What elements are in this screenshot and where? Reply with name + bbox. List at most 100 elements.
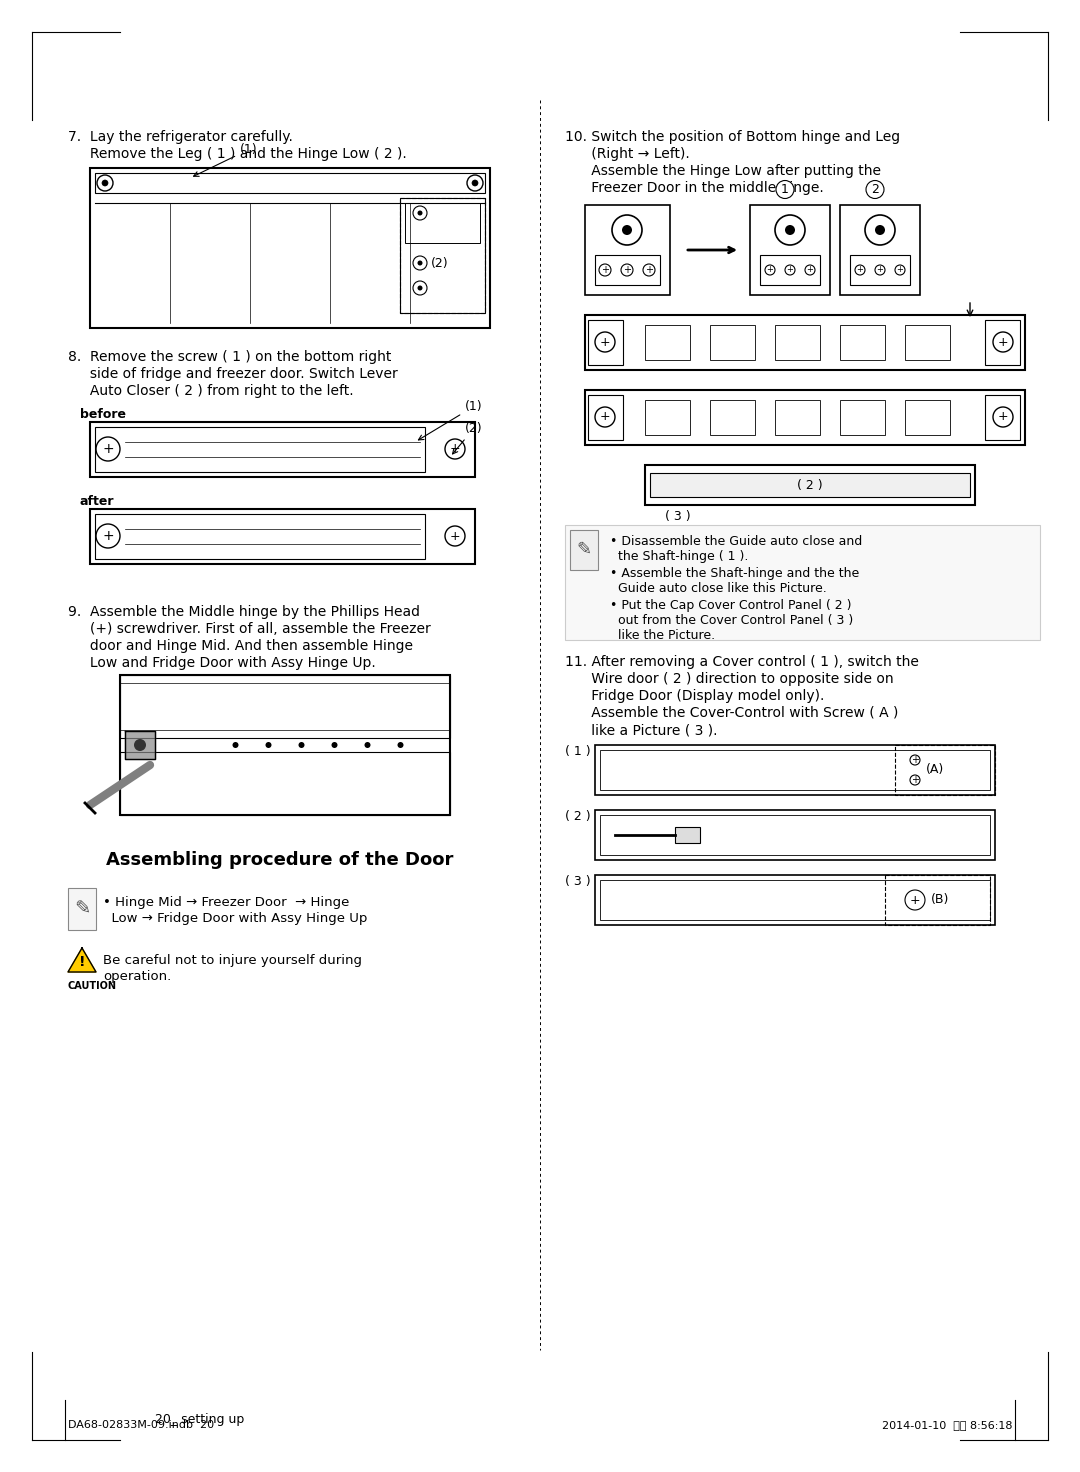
Bar	[120, 676, 450, 737]
Text: Be careful not to injure yourself during: Be careful not to injure yourself during	[103, 954, 362, 967]
Text: +: +	[998, 336, 1009, 349]
Circle shape	[418, 261, 422, 265]
Text: 2014-01-10  오전 8:56:18: 2014-01-10 오전 8:56:18	[881, 1420, 1012, 1429]
Bar	[905, 400, 950, 436]
Bar	[600, 880, 990, 920]
Circle shape	[622, 225, 632, 236]
Text: +: +	[877, 265, 883, 274]
Text: • Assemble the Shaft-hinge and the the: • Assemble the Shaft-hinge and the the	[610, 567, 860, 580]
Text: (A): (A)	[926, 764, 944, 777]
Text: +: +	[912, 774, 919, 785]
Text: ( 3 ): ( 3 )	[665, 509, 690, 523]
Circle shape	[232, 742, 239, 748]
Bar	[775, 400, 820, 436]
Polygon shape	[68, 948, 96, 972]
Text: (1): (1)	[418, 400, 483, 440]
Circle shape	[418, 286, 422, 290]
Bar	[645, 400, 690, 436]
Text: (2): (2)	[453, 422, 483, 453]
Text: 1: 1	[781, 183, 788, 196]
Bar	[600, 815, 990, 855]
Bar	[600, 751, 990, 790]
Text: • Put the Cap Cover Control Panel ( 2 ): • Put the Cap Cover Control Panel ( 2 )	[610, 599, 851, 612]
Text: 11. After removing a Cover control ( 1 ), switch the: 11. After removing a Cover control ( 1 )…	[565, 655, 919, 668]
Text: +: +	[645, 265, 653, 275]
Text: +: +	[623, 265, 631, 275]
Text: operation.: operation.	[103, 970, 172, 983]
Text: +: +	[599, 336, 610, 349]
Text: +: +	[599, 411, 610, 424]
Text: the Shaft-hinge ( 1 ).: the Shaft-hinge ( 1 ).	[618, 551, 748, 562]
Bar	[68, 888, 96, 930]
Bar	[400, 199, 485, 314]
Bar	[588, 319, 623, 365]
Bar	[840, 325, 885, 361]
Text: +: +	[767, 265, 773, 274]
Text: +: +	[807, 265, 813, 274]
Bar	[645, 465, 975, 505]
Text: Freezer Door in the middle hinge.: Freezer Door in the middle hinge.	[565, 181, 824, 194]
Text: +: +	[449, 443, 460, 455]
Bar	[985, 319, 1020, 365]
Text: 2: 2	[872, 183, 879, 196]
Bar	[595, 745, 995, 795]
Bar	[895, 745, 995, 795]
Text: Assembling procedure of the Door: Assembling procedure of the Door	[106, 851, 454, 868]
Text: ✎: ✎	[577, 542, 592, 559]
Bar	[90, 422, 475, 477]
Bar	[90, 168, 490, 328]
Text: DA68-02833M-09.indb  20: DA68-02833M-09.indb 20	[68, 1420, 214, 1429]
Bar	[565, 526, 1040, 640]
Text: Guide auto close like this Picture.: Guide auto close like this Picture.	[618, 581, 827, 595]
Text: 8.  Remove the screw ( 1 ) on the bottom right: 8. Remove the screw ( 1 ) on the bottom …	[68, 350, 391, 364]
Text: 20_ setting up: 20_ setting up	[156, 1413, 245, 1426]
Bar	[985, 394, 1020, 440]
Bar	[760, 255, 820, 286]
Text: ( 2 ): ( 2 )	[797, 478, 823, 492]
Text: +: +	[912, 755, 919, 765]
Text: after: after	[80, 495, 114, 508]
Circle shape	[102, 180, 108, 185]
Bar	[585, 390, 1025, 445]
Text: Assemble the Hinge Low after putting the: Assemble the Hinge Low after putting the	[565, 163, 881, 178]
Text: Fridge Door (Display model only).: Fridge Door (Display model only).	[565, 689, 824, 704]
Bar	[710, 400, 755, 436]
Circle shape	[875, 225, 885, 236]
Bar	[775, 325, 820, 361]
Text: before: before	[80, 408, 126, 421]
Bar	[710, 325, 755, 361]
Text: (1): (1)	[193, 143, 258, 177]
Bar	[850, 255, 910, 286]
Circle shape	[785, 225, 795, 236]
Circle shape	[134, 739, 146, 751]
Circle shape	[266, 742, 271, 748]
Bar	[645, 325, 690, 361]
Polygon shape	[125, 732, 156, 760]
Bar	[675, 827, 700, 843]
Text: • Hinge Mid → Freezer Door  → Hinge: • Hinge Mid → Freezer Door → Hinge	[103, 896, 349, 910]
Text: +: +	[909, 894, 920, 907]
Text: out from the Cover Control Panel ( 3 ): out from the Cover Control Panel ( 3 )	[618, 614, 853, 627]
Bar	[68, 845, 503, 874]
Text: +: +	[600, 265, 609, 275]
Text: ( 1 ): ( 1 )	[565, 745, 591, 758]
Text: CAUTION: CAUTION	[68, 980, 117, 991]
Text: (Right → Left).: (Right → Left).	[565, 147, 690, 160]
Bar	[840, 205, 920, 294]
Text: 7.  Lay the refrigerator carefully.: 7. Lay the refrigerator carefully.	[68, 130, 293, 144]
Text: +: +	[998, 411, 1009, 424]
Text: +: +	[786, 265, 794, 274]
Bar	[95, 427, 426, 473]
Text: • Disassemble the Guide auto close and: • Disassemble the Guide auto close and	[610, 534, 862, 548]
Text: 10. Switch the position of Bottom hinge and Leg: 10. Switch the position of Bottom hinge …	[565, 130, 900, 144]
Text: Remove the Leg ( 1 ) and the Hinge Low ( 2 ).: Remove the Leg ( 1 ) and the Hinge Low (…	[68, 147, 407, 160]
Bar	[90, 509, 475, 564]
Text: +: +	[103, 528, 113, 543]
Circle shape	[298, 742, 305, 748]
Text: !: !	[79, 955, 85, 969]
Circle shape	[397, 742, 404, 748]
Text: +: +	[856, 265, 863, 274]
Bar	[570, 530, 598, 570]
Bar	[405, 203, 480, 243]
Text: +: +	[896, 265, 904, 274]
